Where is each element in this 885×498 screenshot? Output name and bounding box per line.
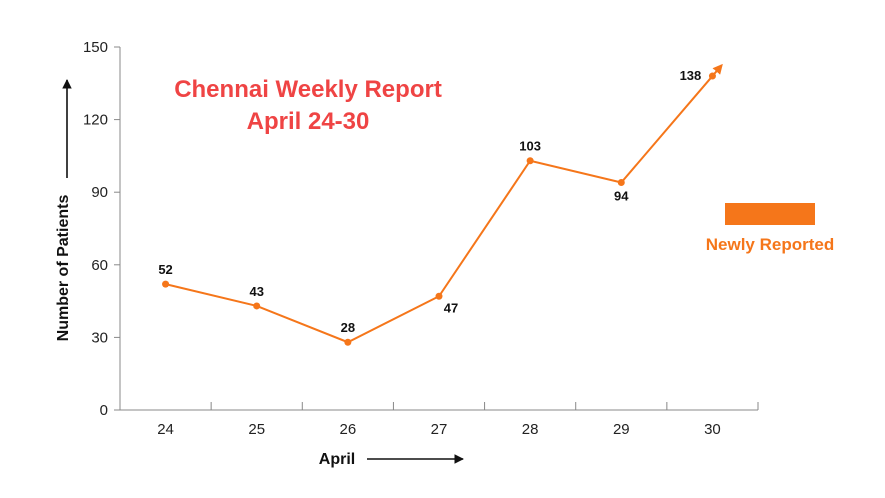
chart-subtitle: April 24-30	[247, 108, 370, 135]
x-tick-label: 29	[613, 421, 630, 438]
y-tick-label: 90	[91, 184, 108, 201]
data-point	[435, 292, 443, 300]
x-tick-label: 27	[431, 421, 448, 438]
data-label: 28	[341, 320, 355, 335]
legend-swatch	[725, 203, 815, 225]
y-axis-title: Number of Patients	[55, 195, 72, 342]
y-tick-label: 0	[100, 402, 108, 419]
series-layer: 52 43 28 47 103 94 138	[158, 63, 723, 346]
y-tick-label: 120	[83, 112, 108, 129]
data-point	[344, 338, 352, 346]
data-label: 103	[519, 139, 541, 154]
data-point	[162, 280, 170, 288]
y-ticks: 0 30 60 90 120 150	[83, 39, 120, 419]
y-tick-label: 150	[83, 39, 108, 56]
data-label: 138	[680, 68, 702, 83]
x-ticks: 24 25 26 27 28 29 30	[157, 402, 759, 438]
x-tick-label: 26	[340, 421, 357, 438]
data-point	[526, 157, 534, 165]
x-tick-label: 28	[522, 421, 539, 438]
y-tick-label: 60	[91, 257, 108, 274]
chart-title: Chennai Weekly Report	[174, 76, 442, 103]
data-point	[253, 302, 261, 310]
data-label: 43	[249, 284, 263, 299]
x-tick-label: 24	[157, 421, 174, 438]
legend: Newly Reported	[706, 203, 834, 254]
data-point	[708, 72, 716, 80]
data-label: 47	[444, 300, 458, 315]
x-axis-title: April	[319, 451, 355, 468]
data-point	[617, 179, 625, 187]
x-tick-label: 30	[704, 421, 721, 438]
axes	[119, 47, 758, 411]
x-tick-label: 25	[248, 421, 265, 438]
data-label: 52	[158, 262, 172, 277]
legend-label: Newly Reported	[706, 235, 834, 254]
data-label: 94	[614, 189, 629, 204]
y-tick-label: 30	[91, 329, 108, 346]
